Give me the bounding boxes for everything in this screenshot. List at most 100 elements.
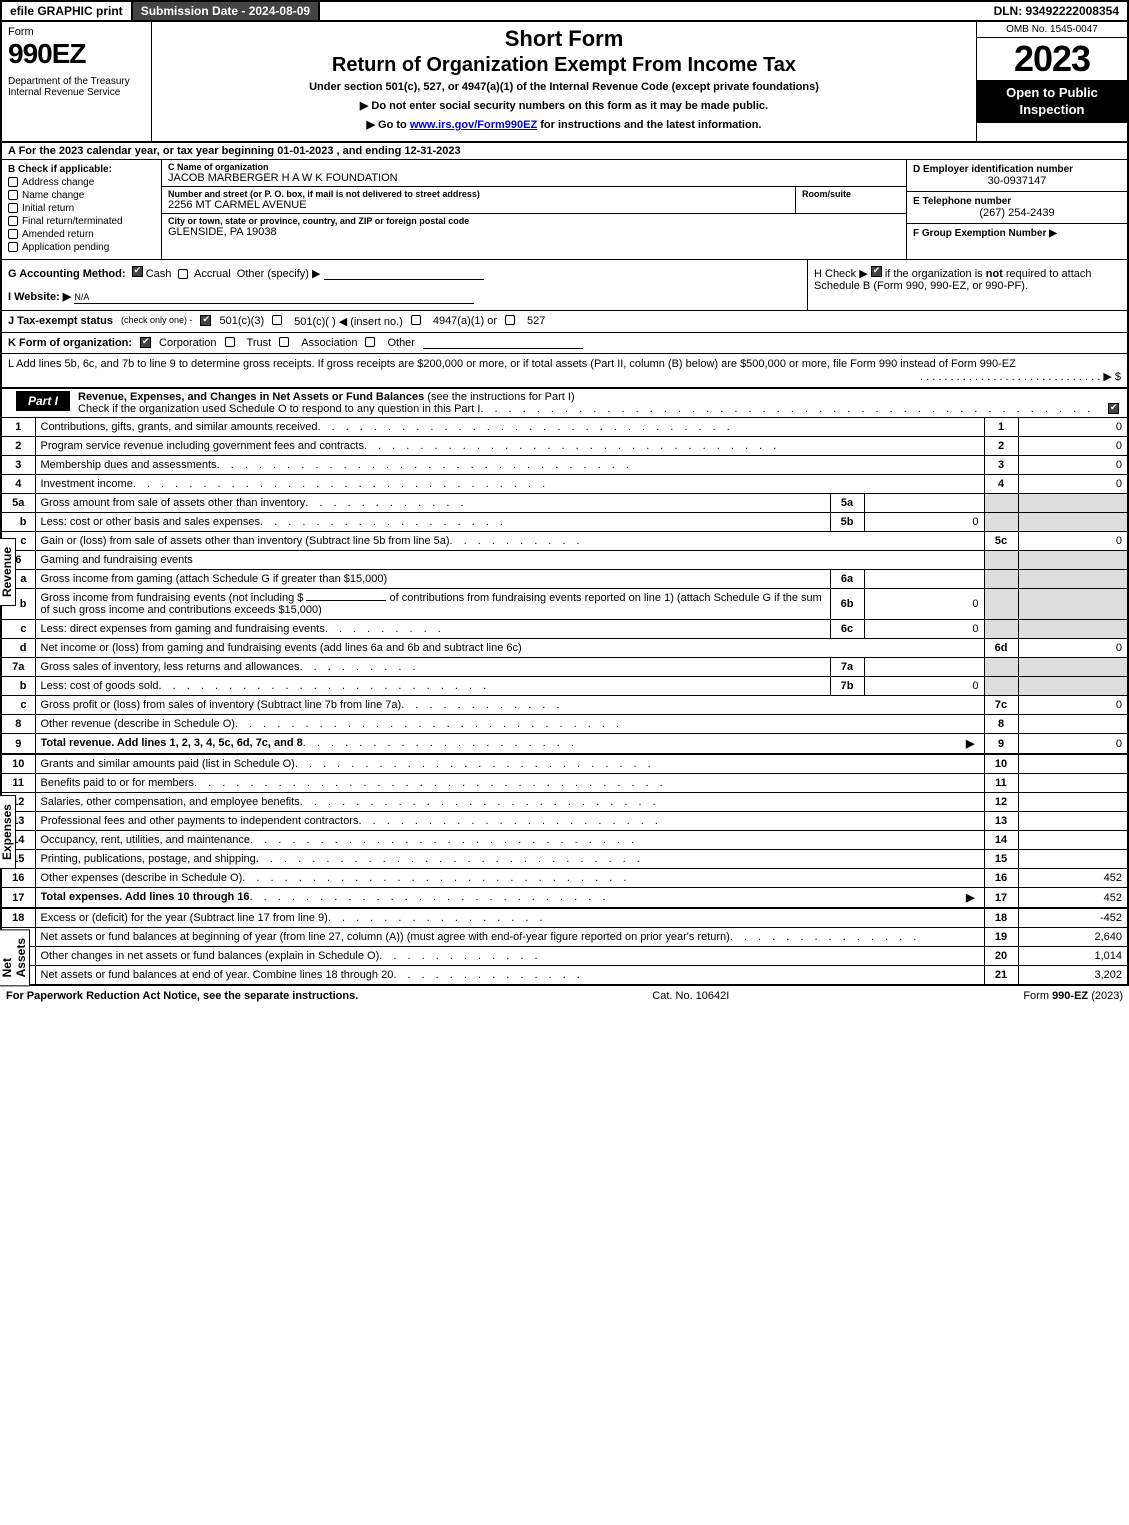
chk-association[interactable] <box>279 337 289 347</box>
room-label: Room/suite <box>802 189 900 199</box>
title-short-form: Short Form <box>160 26 968 52</box>
lbl-corporation: Corporation <box>159 337 216 349</box>
line-7b: b Less: cost of goods sold . . . . . . .… <box>1 677 1128 696</box>
part1-header: Part I Revenue, Expenses, and Changes in… <box>0 389 1129 418</box>
part1-badge: Part I <box>16 391 70 411</box>
line-13: 13Professional fees and other payments t… <box>1 812 1128 831</box>
lbl-association: Association <box>301 337 357 349</box>
line-l-arrow: ▶ $ <box>1103 371 1121 383</box>
chk-501c3[interactable] <box>200 315 211 326</box>
street: 2256 MT CARMEL AVENUE <box>168 199 789 211</box>
lbl-trust: Trust <box>247 337 272 349</box>
chk-501c[interactable] <box>272 315 282 325</box>
note-ssn: ▶ Do not enter social security numbers o… <box>160 99 968 112</box>
lbl-other-org: Other <box>387 337 415 349</box>
line-4: 4 Investment income . . . . . . . . . . … <box>1 475 1128 494</box>
lbl-amended-return: Amended return <box>22 229 94 240</box>
block-g-h: G Accounting Method: Cash Accrual Other … <box>0 260 1129 311</box>
line-j-note: (check only one) - <box>121 315 193 328</box>
chk-527[interactable] <box>505 315 515 325</box>
lbl-accrual: Accrual <box>194 268 231 280</box>
note-goto-post: for instructions and the latest informat… <box>537 119 761 131</box>
line-19: 19Net assets or fund balances at beginni… <box>1 928 1128 947</box>
line-9: 9 Total revenue. Add lines 1, 2, 3, 4, 5… <box>1 734 1128 755</box>
box-d-e-f: D Employer identification number 30-0937… <box>907 160 1127 259</box>
line-15: 15Printing, publications, postage, and s… <box>1 850 1128 869</box>
city: GLENSIDE, PA 19038 <box>168 226 900 238</box>
chk-trust[interactable] <box>225 337 235 347</box>
lbl-501c: 501(c)( ) ◀ (insert no.) <box>294 315 403 328</box>
chk-initial-return[interactable] <box>8 203 18 213</box>
lbl-501c3: 501(c)(3) <box>219 315 264 328</box>
irs-link[interactable]: www.irs.gov/Form990EZ <box>410 119 537 131</box>
note-goto-pre: ▶ Go to <box>367 119 410 131</box>
note-goto: ▶ Go to www.irs.gov/Form990EZ for instru… <box>160 118 968 131</box>
line-7a: 7a Gross sales of inventory, less return… <box>1 658 1128 677</box>
line-g: G Accounting Method: Cash Accrual Other … <box>8 266 801 280</box>
line-18: 18Excess or (deficit) for the year (Subt… <box>1 909 1128 928</box>
line-5b: b Less: cost or other basis and sales ex… <box>1 513 1128 532</box>
line-11: 11Benefits paid to or for members . . . … <box>1 774 1128 793</box>
form-header: Form 990EZ Department of the Treasury In… <box>0 22 1129 143</box>
line-12: 12Salaries, other compensation, and empl… <box>1 793 1128 812</box>
chk-address-change[interactable] <box>8 177 18 187</box>
box-b: B Check if applicable: Address change Na… <box>2 160 162 259</box>
lbl-initial-return: Initial return <box>22 203 74 214</box>
line-k: K Form of organization: Corporation Trus… <box>0 333 1129 354</box>
ein: 30-0937147 <box>913 175 1121 187</box>
side-label-netassets: Net Assets <box>0 929 30 986</box>
line-21: 21Net assets or fund balances at end of … <box>1 966 1128 986</box>
line-7c: c Gross profit or (loss) from sales of i… <box>1 696 1128 715</box>
box-b-header: B Check if applicable: <box>8 164 155 175</box>
revenue-table: 1 Contributions, gifts, grants, and simi… <box>0 418 1129 755</box>
street-label: Number and street (or P. O. box, if mail… <box>168 189 789 199</box>
lbl-application-pending: Application pending <box>22 242 109 253</box>
phone: (267) 254-2439 <box>913 207 1121 219</box>
chk-application-pending[interactable] <box>8 242 18 252</box>
efile-print[interactable]: efile GRAPHIC print <box>2 2 133 20</box>
lbl-other-method: Other (specify) ▶ <box>237 268 321 280</box>
line-2: 2 Program service revenue including gove… <box>1 437 1128 456</box>
line-6: 6 Gaming and fundraising events <box>1 551 1128 570</box>
phone-label: E Telephone number <box>913 196 1121 207</box>
chk-schedule-o-part1[interactable] <box>1108 403 1119 414</box>
netassets-table: 18Excess or (deficit) for the year (Subt… <box>0 909 1129 986</box>
side-label-expenses: Expenses <box>0 795 16 869</box>
lbl-final-return: Final return/terminated <box>22 216 123 227</box>
chk-other-org[interactable] <box>365 337 375 347</box>
org-name-label: C Name of organization <box>168 162 900 172</box>
line-17: 17Total expenses. Add lines 10 through 1… <box>1 888 1128 909</box>
other-method-field[interactable] <box>324 268 484 280</box>
chk-name-change[interactable] <box>8 190 18 200</box>
website: N/A <box>74 292 89 302</box>
ein-label: D Employer identification number <box>913 164 1121 175</box>
subtitle: Under section 501(c), 527, or 4947(a)(1)… <box>160 81 968 93</box>
chk-cash[interactable] <box>132 266 143 277</box>
line-5c: c Gain or (loss) from sale of assets oth… <box>1 532 1128 551</box>
chk-corporation[interactable] <box>140 337 151 348</box>
chk-final-return[interactable] <box>8 216 18 226</box>
lbl-cash: Cash <box>146 268 172 280</box>
line-a: A For the 2023 calendar year, or tax yea… <box>0 143 1129 160</box>
lbl-name-change: Name change <box>22 190 84 201</box>
omb-number: OMB No. 1545-0047 <box>977 22 1127 38</box>
line-5a: 5a Gross amount from sale of assets othe… <box>1 494 1128 513</box>
title-return: Return of Organization Exempt From Incom… <box>160 54 968 77</box>
line-10: 10Grants and similar amounts paid (list … <box>1 755 1128 774</box>
chk-amended-return[interactable] <box>8 229 18 239</box>
part1-title-rest: (see the instructions for Part I) <box>424 391 574 403</box>
dln: DLN: 93492222008354 <box>986 2 1127 20</box>
chk-4947[interactable] <box>411 315 421 325</box>
topbar: efile GRAPHIC print Submission Date - 20… <box>0 0 1129 22</box>
lbl-527: 527 <box>527 315 545 328</box>
open-to-public: Open to Public Inspection <box>977 81 1127 123</box>
footer-left: For Paperwork Reduction Act Notice, see … <box>6 990 358 1002</box>
chk-schedule-b[interactable] <box>871 266 882 277</box>
expenses-table: 10Grants and similar amounts paid (list … <box>0 755 1129 909</box>
tax-year: 2023 <box>977 38 1127 81</box>
other-org-field[interactable] <box>423 337 583 349</box>
side-label-revenue: Revenue <box>0 538 16 606</box>
chk-accrual[interactable] <box>178 269 188 279</box>
lbl-4947: 4947(a)(1) or <box>433 315 497 328</box>
line-16: 16Other expenses (describe in Schedule O… <box>1 869 1128 888</box>
